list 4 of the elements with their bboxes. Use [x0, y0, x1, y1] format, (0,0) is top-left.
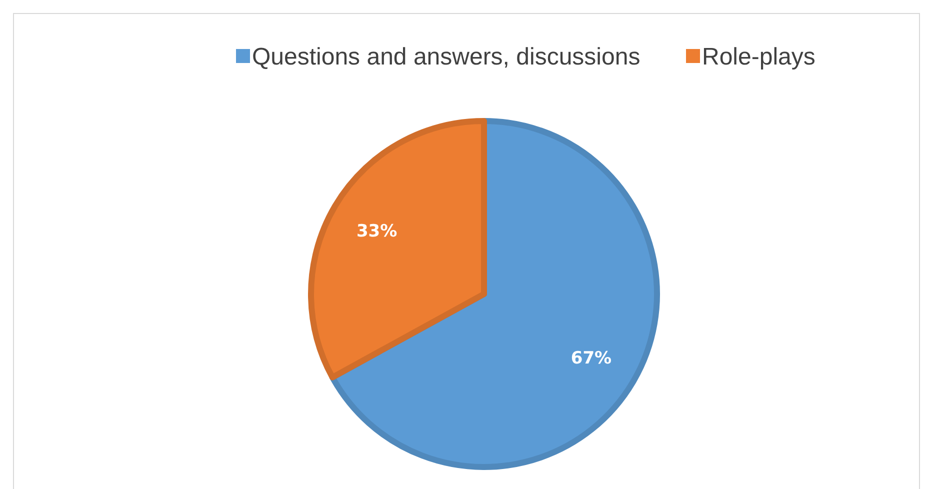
data-label: 67%	[570, 348, 612, 368]
legend-label: Role-plays	[702, 43, 816, 70]
data-label: 33%	[356, 222, 398, 242]
legend-label: Questions and answers, discussions	[252, 43, 640, 70]
